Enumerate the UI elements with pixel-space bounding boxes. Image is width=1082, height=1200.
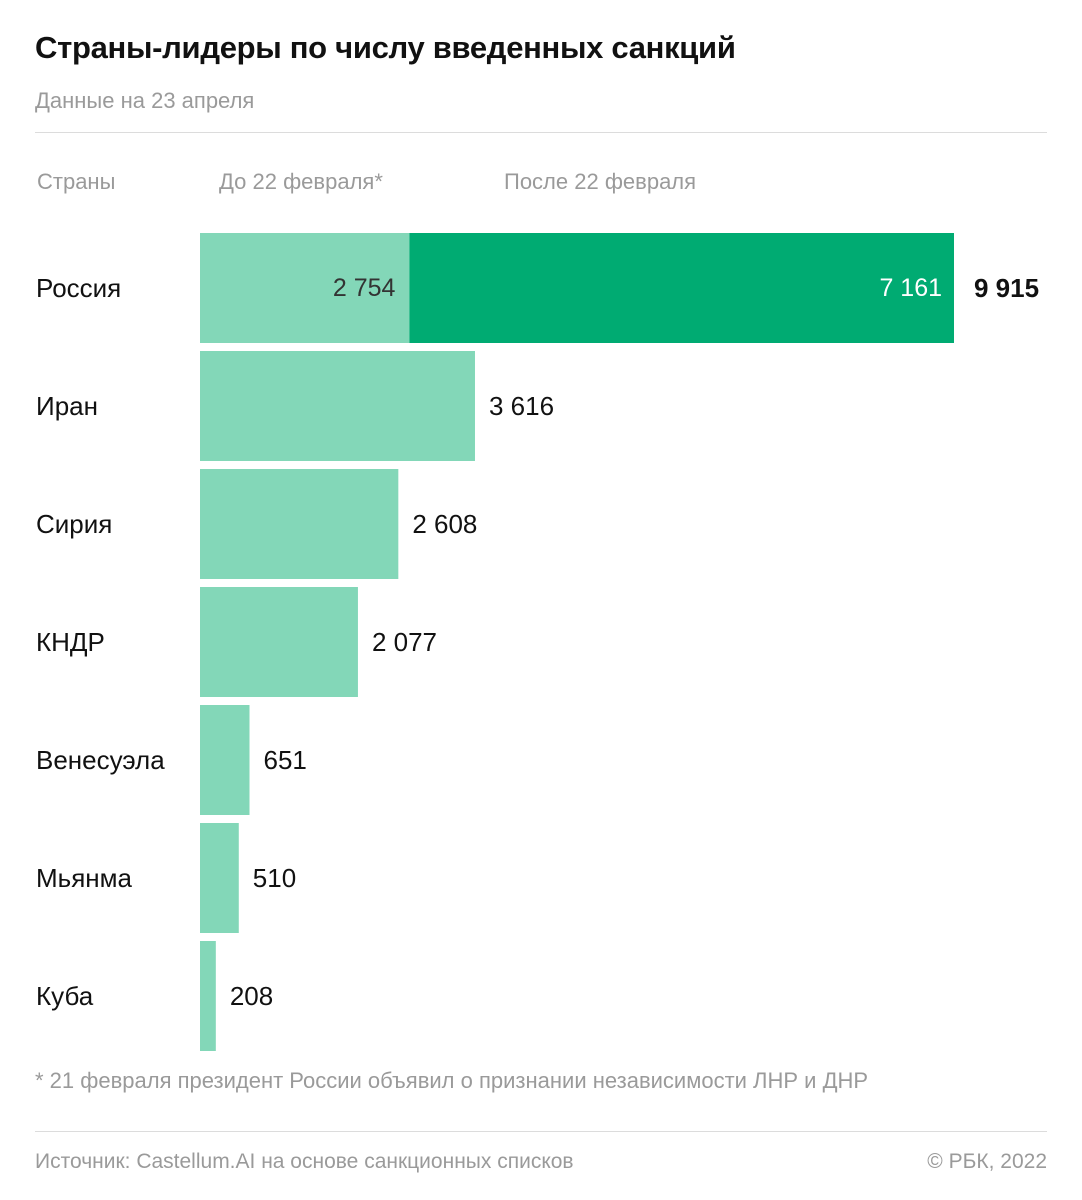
category-label: Россия [36,273,121,303]
data-label-value: 3 616 [489,391,554,421]
category-label: Венесуэла [36,745,165,775]
bar-segment-before [200,823,239,933]
data-label-before: 2 754 [333,274,396,302]
data-label-value: 2 077 [372,627,437,657]
data-label-value: 2 608 [412,509,477,539]
footnote: * 21 февраля президент России объявил о … [35,1068,869,1093]
category-label: КНДР [36,627,105,657]
bar-segment-before [200,469,399,579]
source-note: Источник: Castellum.AI на основе санкцио… [35,1150,574,1173]
header-divider [35,132,1047,133]
data-label-total: 9 915 [974,273,1039,303]
category-label: Сирия [36,509,112,539]
data-label-value: 651 [264,745,307,775]
column-header-after: После 22 февраля [504,169,697,194]
bar-segment-before [200,351,475,461]
column-header-before: До 22 февраля* [219,169,383,194]
copyright-note: © РБК, 2022 [927,1150,1047,1173]
category-label: Куба [36,981,94,1011]
data-label-value: 510 [253,863,296,893]
data-label-after: 7 161 [879,274,942,302]
chart-subtitle: Данные на 23 апреля [35,88,255,113]
data-label-value: 208 [230,981,273,1011]
chart-title: Страны-лидеры по числу введенных санкций [35,30,736,65]
column-header-countries: Страны [37,169,116,194]
bar-segment-before [200,233,410,343]
bar-segment-before [200,587,358,697]
bar-segment-before [200,705,250,815]
category-label: Иран [36,391,98,421]
bar-segment-before [200,941,216,1051]
footer-divider [35,1131,1047,1132]
bar-segment-after [409,233,954,343]
category-label: Мьянма [36,863,133,893]
